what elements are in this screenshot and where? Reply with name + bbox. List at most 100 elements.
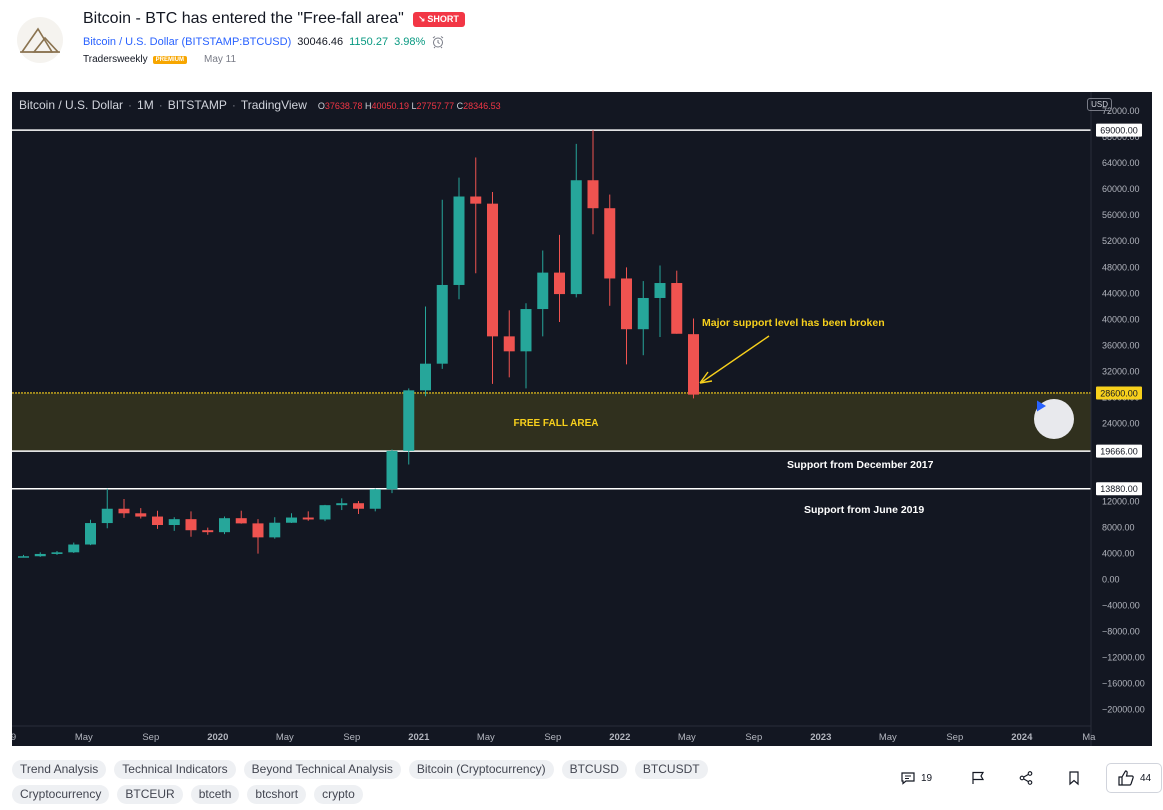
share-button[interactable] xyxy=(1018,763,1066,793)
candle-body xyxy=(554,272,565,295)
candle-body xyxy=(386,450,398,490)
logo-icon[interactable] xyxy=(16,16,64,64)
candle-body xyxy=(168,519,180,526)
candle-body xyxy=(604,208,616,279)
annotation-arrow-head xyxy=(699,371,713,384)
candle-body xyxy=(118,508,130,514)
candle-body xyxy=(235,518,247,524)
candle-body xyxy=(537,272,549,310)
candle-body xyxy=(286,517,297,523)
candle-body xyxy=(503,336,515,352)
candle-body xyxy=(319,505,331,520)
tag[interactable]: crypto xyxy=(314,785,363,804)
report-button[interactable] xyxy=(970,763,1018,793)
likes-count: 44 xyxy=(1140,772,1152,784)
x-tick-label: Sep xyxy=(343,732,360,743)
x-tick-label: 2023 xyxy=(810,732,831,743)
thumbs-up-icon xyxy=(1118,770,1134,786)
candle-body xyxy=(185,519,197,531)
symbol-code[interactable]: (BITSTAMP:BTCUSD) xyxy=(181,36,292,48)
tag[interactable]: Bitcoin (Cryptocurrency) xyxy=(408,760,554,779)
y-tick-label: −20000.00 xyxy=(1102,705,1145,715)
x-tick-label: Sep xyxy=(142,732,159,743)
level-price-tag xyxy=(1096,386,1142,400)
ohlc-open: 37638.78 xyxy=(324,101,363,111)
ohlc-close: 28346.53 xyxy=(463,101,501,111)
play-icon xyxy=(1037,400,1046,412)
publish-date: May 11 xyxy=(204,54,237,65)
alarm-clock-icon[interactable] xyxy=(431,35,445,49)
legend-exchange: BITSTAMP xyxy=(167,98,227,112)
chart-annotation: Major support level has been broken xyxy=(702,317,885,329)
x-tick-label: May xyxy=(75,732,93,743)
legend-symbol: Bitcoin / U.S. Dollar xyxy=(19,98,124,112)
tag-list: Trend Analysis Technical Indicators Beyo… xyxy=(12,760,872,810)
y-tick-label: 8000.00 xyxy=(1102,522,1135,532)
candle-body xyxy=(51,552,63,554)
tag[interactable]: BTCUSDT xyxy=(634,760,708,779)
candlestick-chart: Major support level has been broken Suppo… xyxy=(12,92,1145,746)
candle-body xyxy=(403,390,415,451)
candle-body xyxy=(470,196,482,204)
candle-body xyxy=(202,530,214,533)
x-tick-label: 2020 xyxy=(207,732,228,743)
tag[interactable]: Cryptocurrency xyxy=(12,785,110,804)
legend-separator: · xyxy=(231,98,236,112)
candle-body xyxy=(302,517,314,520)
ohlc-high-label: H xyxy=(364,101,372,111)
x-tick-label: May xyxy=(477,732,495,743)
comments-button[interactable]: 19 xyxy=(900,763,970,793)
y-tick-label: 48000.00 xyxy=(1102,262,1140,272)
y-tick-label: 32000.00 xyxy=(1102,366,1140,376)
y-tick-label: 4000.00 xyxy=(1102,548,1135,558)
legend-interval: 1M xyxy=(137,98,154,112)
like-button[interactable]: 44 xyxy=(1106,763,1163,793)
author-name[interactable]: Tradersweekly xyxy=(83,54,148,65)
candle-body xyxy=(453,196,465,285)
symbol-name[interactable]: Bitcoin / U.S. Dollar xyxy=(83,36,179,48)
x-tick-label: 2022 xyxy=(609,732,630,743)
chart-canvas[interactable]: Major support level has been broken Suppo… xyxy=(12,92,1152,746)
level-price-label: 19666.00 xyxy=(1100,447,1138,457)
y-tick-label: 40000.00 xyxy=(1102,314,1140,324)
candle-body xyxy=(420,363,431,391)
candle-body xyxy=(85,523,96,545)
x-tick-label: 2024 xyxy=(1011,732,1033,743)
candle-body xyxy=(219,518,230,533)
symbol-price: 30046.46 xyxy=(297,36,344,48)
currency-selector[interactable]: USD xyxy=(1087,98,1112,111)
tag[interactable]: Technical Indicators xyxy=(114,760,236,779)
y-tick-label: 64000.00 xyxy=(1102,158,1140,168)
short-badge: ↘ SHORT xyxy=(412,11,465,27)
y-tick-label: −8000.00 xyxy=(1102,627,1140,637)
symbol-link[interactable]: Bitcoin / U.S. Dollar (BITSTAMP:BTCUSD) xyxy=(83,36,291,48)
level-price-tag xyxy=(1096,444,1142,458)
candle-body xyxy=(252,523,264,538)
ohlc-close-label: C xyxy=(456,101,464,111)
price-change: 1150.27 xyxy=(349,36,389,48)
idea-header: Bitcoin - BTC has entered the "Free-fall… xyxy=(0,0,1163,90)
x-tick-label: 2021 xyxy=(408,732,430,743)
y-tick-label: 60000.00 xyxy=(1102,184,1140,194)
level-price-tag xyxy=(1096,482,1142,496)
tag-row: Cryptocurrency BTCEUR btceth btcshort cr… xyxy=(12,785,872,804)
candle-body xyxy=(520,309,532,352)
candle-body xyxy=(152,516,163,526)
candle-body xyxy=(34,553,46,557)
legend-source: TradingView xyxy=(240,98,307,112)
tag[interactable]: btcshort xyxy=(247,785,307,804)
premium-badge: PREMIUM xyxy=(152,55,187,64)
tag[interactable]: BTCEUR xyxy=(117,785,183,804)
tag[interactable]: Trend Analysis xyxy=(12,760,107,779)
candle-body xyxy=(570,180,582,295)
level-price-label: 69000.00 xyxy=(1100,126,1138,136)
tag[interactable]: Beyond Technical Analysis xyxy=(243,760,401,779)
candle-body xyxy=(637,297,649,330)
y-tick-label: 24000.00 xyxy=(1102,418,1140,428)
bookmark-button[interactable] xyxy=(1066,763,1106,793)
tag[interactable]: btceth xyxy=(190,785,240,804)
tag[interactable]: BTCUSD xyxy=(561,760,627,779)
play-button[interactable] xyxy=(1034,399,1074,439)
x-tick-label: Sep xyxy=(946,732,963,743)
free-fall-zone xyxy=(12,392,1091,452)
